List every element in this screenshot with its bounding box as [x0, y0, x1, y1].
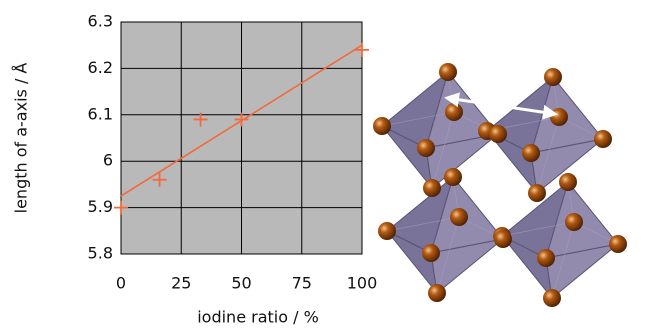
figure: a iodine ratio / % length of a-axis / Å … — [0, 0, 660, 332]
atom — [544, 68, 562, 86]
atom — [378, 222, 396, 240]
atom — [594, 130, 612, 148]
atom — [559, 173, 577, 191]
atom — [444, 168, 462, 186]
y-tick-label: 6.1 — [88, 104, 113, 123]
atom — [445, 103, 463, 121]
x-axis-label: iodine ratio / % — [197, 308, 319, 327]
atom — [450, 208, 468, 226]
atom — [565, 213, 583, 231]
atom — [537, 249, 555, 267]
x-tick-label: 100 — [347, 274, 378, 293]
atom — [609, 235, 627, 253]
atom — [494, 230, 512, 248]
y-tick-label: 5.8 — [88, 244, 113, 263]
atom — [373, 117, 391, 135]
y-tick-label: 6.3 — [88, 12, 113, 31]
x-tick-label: 75 — [292, 274, 312, 293]
x-tick-label: 50 — [231, 274, 251, 293]
lattice-label: a — [499, 79, 510, 100]
atom — [528, 184, 546, 202]
atom — [439, 63, 457, 81]
atom — [522, 144, 540, 162]
x-tick-label: 25 — [171, 274, 191, 293]
y-axis-label: length of a-axis / Å — [12, 63, 31, 214]
x-tick-label: 0 — [116, 274, 126, 293]
y-tick-label: 6 — [103, 151, 113, 170]
atom — [428, 284, 446, 302]
atom — [422, 244, 440, 262]
atom — [417, 139, 435, 157]
y-tick-label: 6.2 — [88, 58, 113, 77]
y-tick-label: 5.9 — [88, 197, 113, 216]
atom — [550, 108, 568, 126]
crystal-structure: a — [373, 63, 627, 307]
atom — [489, 125, 507, 143]
atom — [543, 289, 561, 307]
atom — [423, 179, 441, 197]
